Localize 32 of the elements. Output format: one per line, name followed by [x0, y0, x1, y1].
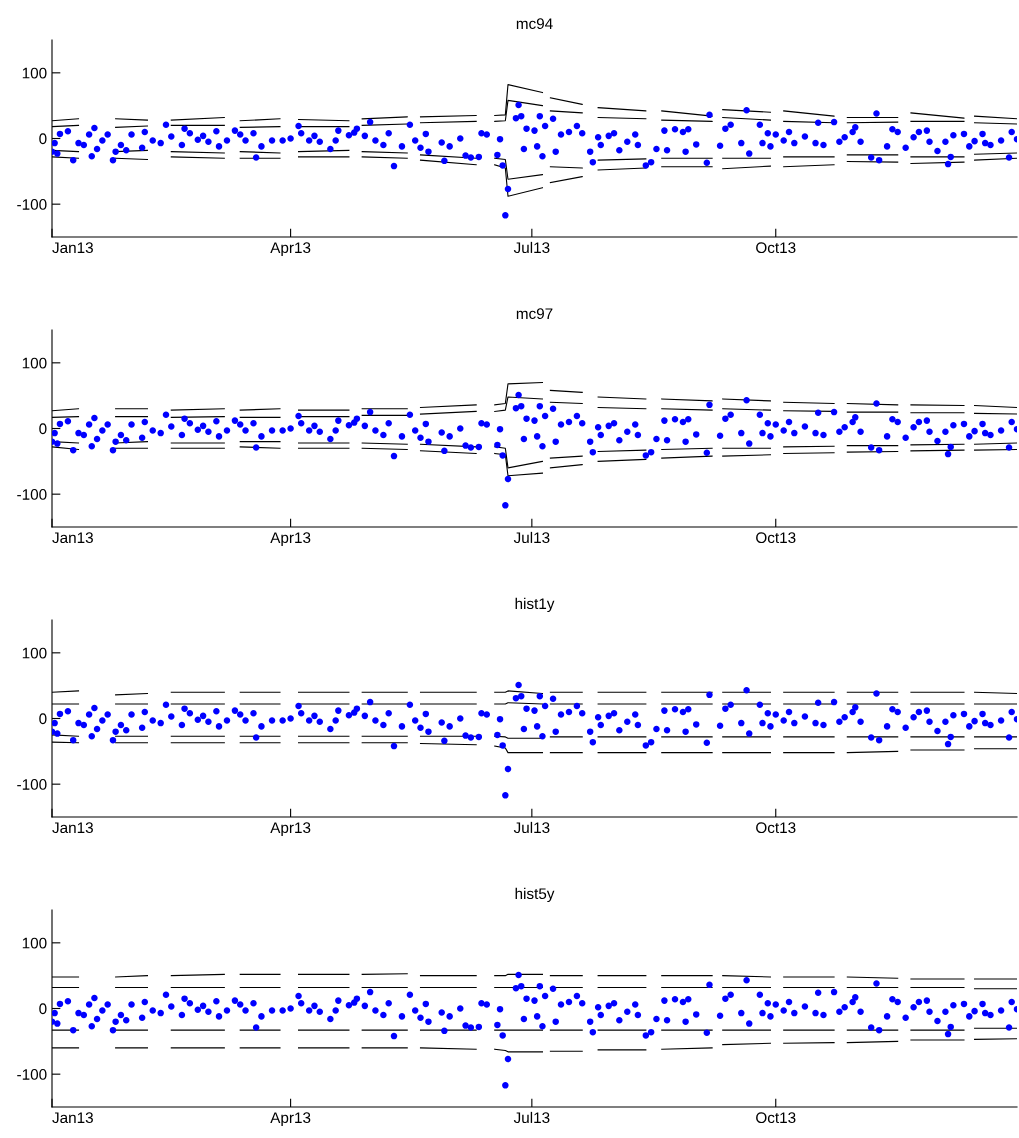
x-tick-label: Apr13 [270, 1112, 311, 1127]
x-tick-label: Jul13 [513, 1111, 550, 1124]
y-tick-label: 100 [22, 647, 47, 659]
y-tick-label: 0 [39, 423, 47, 435]
x-tick-label: Apr13 [270, 822, 311, 837]
x-tick-label: Oct13 [756, 242, 796, 254]
y-tick-label: 0 [39, 713, 47, 725]
y-tick-label: 0 [39, 1003, 47, 1015]
x-tick-label: Jul13 [513, 821, 550, 834]
x-tick-label: Jan13 [52, 1112, 93, 1124]
chart-title: hist5y [515, 887, 555, 903]
chart-title: mc94 [516, 18, 553, 30]
x-tick-label: Jan13 [52, 242, 93, 254]
x-tick-label: Oct13 [756, 822, 796, 834]
x-tick-label: Oct13 [756, 532, 796, 544]
x-tick-label: Jul13 [513, 531, 550, 544]
y-tick-label: 100 [22, 357, 47, 369]
y-tick-label: 100 [22, 937, 47, 949]
y-tick-label: -100 [17, 199, 47, 210]
x-tick-label: Apr13 [270, 532, 311, 547]
x-tick-label: Jul13 [513, 241, 550, 254]
chart-title: mc97 [516, 308, 553, 320]
y-tick-label: -100 [17, 489, 47, 500]
y-tick-label: -100 [17, 1069, 47, 1080]
y-tick-label: 0 [39, 133, 47, 145]
x-tick-label: Apr13 [270, 242, 311, 257]
x-tick-label: Oct13 [756, 1112, 796, 1124]
y-tick-label: -100 [17, 779, 47, 790]
x-tick-label: Jan13 [52, 532, 93, 544]
y-tick-label: 100 [22, 67, 47, 79]
chart-title: hist1y [515, 597, 555, 613]
x-tick-label: Jan13 [52, 822, 93, 834]
